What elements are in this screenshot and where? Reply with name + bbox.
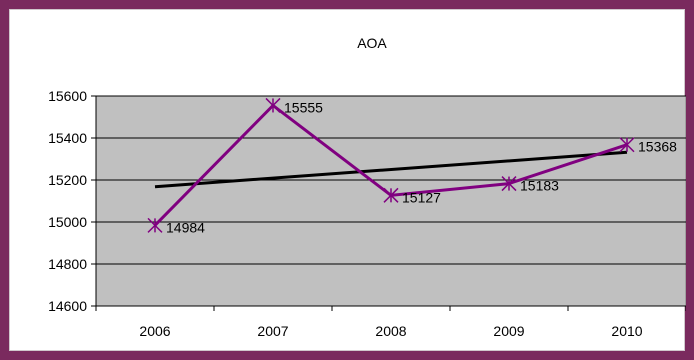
y-tick-label: 15000 (48, 214, 87, 230)
x-tick-label: 2010 (611, 323, 642, 339)
data-point-marker (265, 97, 281, 113)
trendline (154, 150, 628, 189)
trendline-group (154, 150, 628, 189)
x-tick-label: 2009 (493, 323, 524, 339)
chart-frame: AOA 14600 14800 15000 15200 15400 15600 2006 2… (9, 9, 687, 351)
x-tick-label: 2007 (257, 323, 288, 339)
x-tick-label: 2008 (375, 323, 406, 339)
data-label: 15555 (284, 99, 323, 115)
chart-title: AOA (357, 35, 387, 51)
data-label: 15183 (520, 178, 559, 194)
data-point-marker (383, 187, 399, 203)
data-point-marker (501, 176, 517, 192)
series-group (147, 97, 635, 233)
x-tick-label: 2006 (139, 323, 170, 339)
x-axis-labels: 2006 2007 2008 2009 2010 (139, 323, 642, 339)
y-tick-label: 15600 (48, 88, 87, 104)
data-label: 15127 (402, 189, 441, 205)
y-tick-label: 15200 (48, 172, 87, 188)
data-point-marker (619, 137, 635, 153)
data-label: 14984 (166, 219, 205, 235)
y-tick-label: 14800 (48, 256, 87, 272)
y-tick-label: 15400 (48, 130, 87, 146)
data-point-marker (147, 217, 163, 233)
y-tick-label: 14600 (48, 298, 87, 314)
data-label: 15368 (638, 139, 677, 155)
y-axis-labels: 14600 14800 15000 15200 15400 15600 (48, 88, 87, 314)
axes (91, 95, 687, 311)
data-labels: 14984 15555 15127 15183 15368 (166, 99, 677, 235)
